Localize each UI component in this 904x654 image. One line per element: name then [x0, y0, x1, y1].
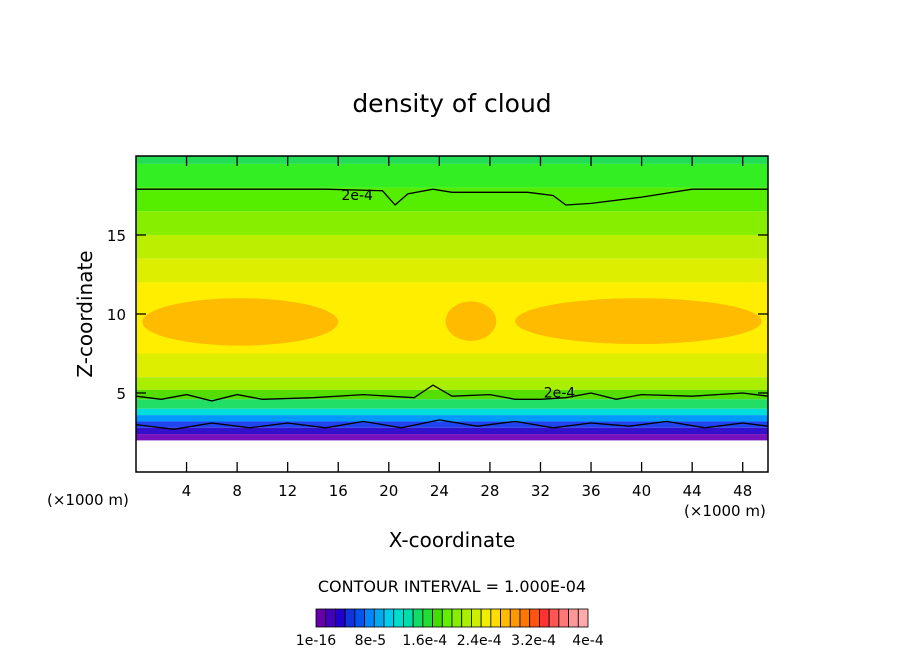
field-band-13 — [136, 421, 768, 428]
max-region-2 — [515, 298, 762, 345]
contour-label-0: 2e-4 — [341, 188, 373, 204]
colorbar-swatch-1 — [325, 608, 336, 628]
contour-interval-text: CONTOUR INTERVAL = 1.000E-04 — [318, 577, 586, 596]
max-region-0 — [142, 298, 339, 346]
colorbar-label-3: 2.4e-4 — [457, 633, 502, 649]
colorbar-swatch-8 — [393, 608, 404, 628]
colorbar-swatch-21 — [519, 608, 531, 628]
x-axis-label: X-coordinate — [389, 528, 516, 552]
colorbar-swatch-3 — [344, 608, 356, 628]
field-band-5 — [136, 258, 768, 283]
y-tick-label-2: 15 — [107, 227, 126, 245]
field-band-2 — [136, 187, 768, 212]
colorbar-swatch-24 — [548, 608, 560, 628]
x-tick-label-4: 20 — [379, 482, 398, 500]
x-tick-label-2: 12 — [278, 482, 297, 500]
colorbar-label-1: 8e-5 — [355, 633, 386, 649]
x-tick-label-5: 24 — [430, 482, 449, 500]
field-band-12 — [136, 415, 768, 422]
field-band-15 — [136, 434, 768, 441]
colorbar-swatch-23 — [539, 608, 550, 628]
colorbar-swatch-25 — [558, 608, 569, 628]
colorbar-swatch-19 — [500, 608, 511, 628]
x-unit-left: (×1000 m) — [47, 491, 129, 509]
colorbar-swatch-13 — [441, 608, 453, 628]
colorbar-label-4: 3.2e-4 — [511, 633, 556, 649]
field-band-1 — [136, 163, 768, 188]
field-band-14 — [136, 427, 768, 435]
field-band-11 — [136, 408, 768, 416]
colorbar-swatch-7 — [383, 608, 395, 628]
colorbar-swatch-14 — [451, 608, 463, 628]
x-tick-label-7: 32 — [531, 482, 550, 500]
field-band-9 — [136, 389, 768, 400]
y-tick-label-0: 5 — [116, 385, 126, 403]
colorbar-swatch-12 — [432, 608, 443, 628]
colorbar-swatch-26 — [568, 608, 579, 628]
x-tick-label-11: 48 — [733, 482, 752, 500]
field-band-0 — [136, 156, 768, 164]
colorbar-swatch-18 — [490, 608, 501, 628]
contour-line-1 — [136, 384, 768, 402]
colorbar-swatch-22 — [529, 608, 540, 628]
max-region-1 — [445, 301, 497, 341]
colorbar-label-0: 1e-16 — [296, 633, 336, 649]
colorbar-swatch-4 — [354, 608, 365, 628]
colorbar-swatch-10 — [412, 608, 424, 628]
colorbar-swatch-15 — [461, 608, 472, 628]
field-band-7 — [136, 353, 768, 378]
field-band-3 — [136, 211, 768, 235]
y-axis-label: Z-coordinate — [73, 250, 97, 377]
colorbar-swatch-9 — [403, 608, 414, 628]
field-band-10 — [136, 399, 768, 409]
y-tick-label-1: 10 — [107, 306, 126, 324]
colorbar-swatch-16 — [471, 608, 482, 628]
colorbar-swatch-11 — [422, 608, 433, 628]
field-band-8 — [136, 377, 768, 390]
colorbar-swatch-17 — [480, 608, 492, 628]
colorbar-label-2: 1.6e-4 — [402, 633, 447, 649]
x-unit-right: (×1000 m) — [684, 502, 766, 520]
field-band-4 — [136, 235, 768, 259]
contour-line-2 — [136, 419, 768, 430]
x-tick-label-6: 28 — [480, 482, 499, 500]
colorbar-swatch-5 — [364, 608, 375, 628]
chart-title: density of cloud — [352, 89, 551, 118]
contour-line-0 — [136, 188, 768, 206]
x-tick-label-9: 40 — [632, 482, 651, 500]
x-tick-label-0: 4 — [182, 482, 192, 500]
plot-area — [136, 156, 768, 441]
x-tick-label-3: 16 — [329, 482, 348, 500]
colorbar-swatch-20 — [509, 608, 521, 628]
colorbar-label-5: 4e-4 — [572, 633, 604, 649]
colorbar-swatch-6 — [373, 608, 385, 628]
x-tick-label-1: 8 — [232, 482, 242, 500]
colorbar-swatch-27 — [577, 608, 589, 628]
x-tick-label-8: 36 — [581, 482, 600, 500]
colorbar — [315, 608, 589, 628]
contour-label-1: 2e-4 — [544, 386, 576, 402]
x-tick-label-10: 44 — [683, 482, 702, 500]
colorbar-swatch-0 — [315, 608, 327, 628]
colorbar-swatch-2 — [335, 608, 346, 628]
